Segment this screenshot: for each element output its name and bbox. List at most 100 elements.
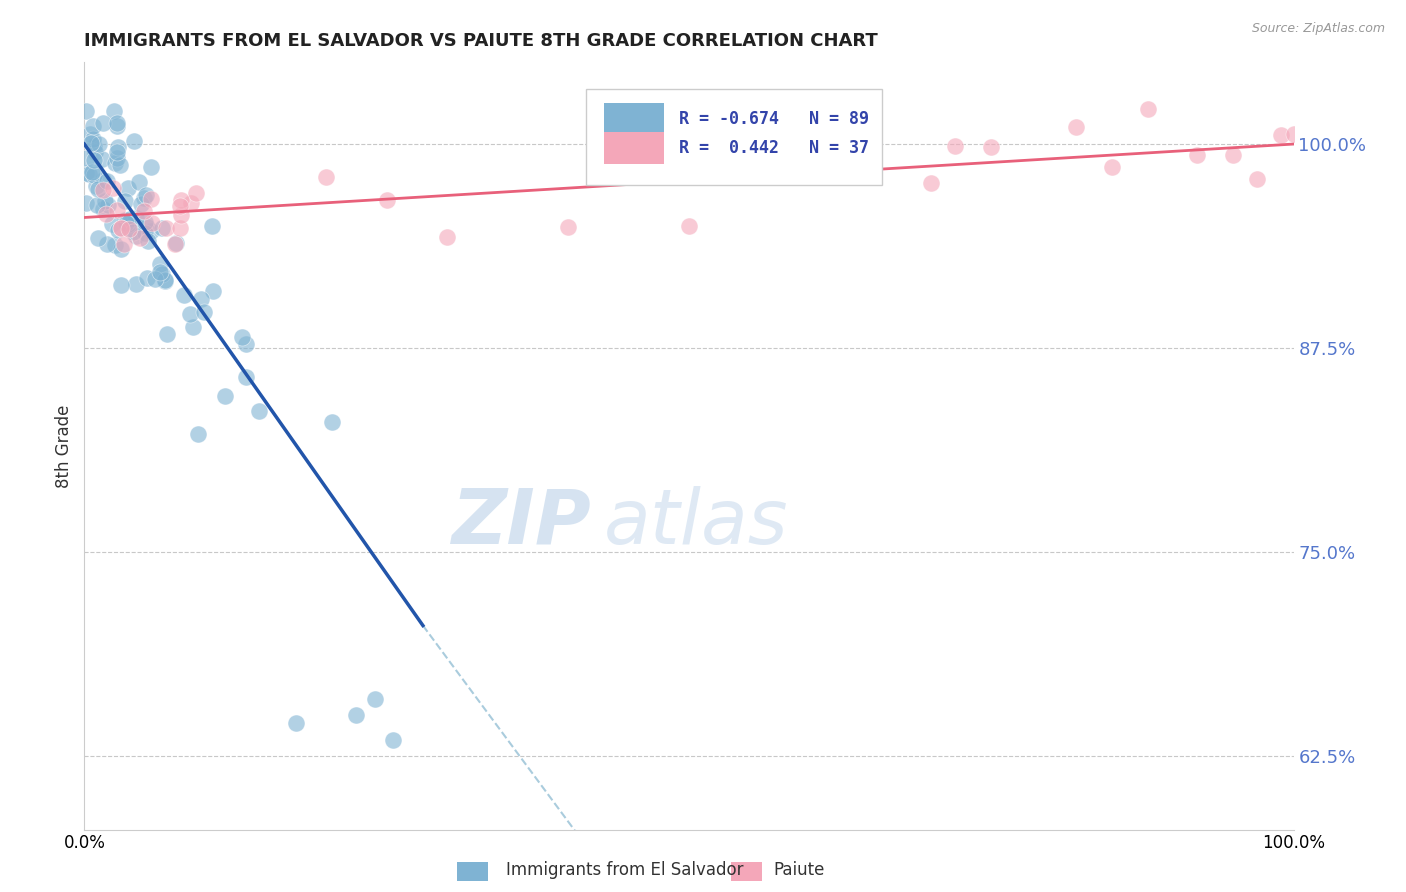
Point (87, 182, 110, 196)
Point (235, 337, 257, 351)
Point (156, 326, 179, 341)
Text: ZIP: ZIP (453, 486, 592, 559)
Point (141, 216, 163, 230)
Point (150, 267, 173, 281)
Text: R =  0.442   N = 37: R = 0.442 N = 37 (679, 139, 869, 157)
Point (169, 199, 191, 213)
Point (104, 238, 127, 252)
Point (557, 220, 579, 235)
Point (105, 152, 128, 166)
Point (103, 104, 125, 119)
Point (141, 160, 163, 174)
Point (321, 415, 343, 429)
FancyBboxPatch shape (605, 132, 664, 164)
Point (920, 177, 942, 191)
Y-axis label: 8th Grade: 8th Grade (55, 404, 73, 488)
Point (82, 164, 104, 178)
Point (107, 116, 129, 130)
Point (114, 213, 136, 227)
Point (193, 305, 215, 319)
Point (129, 197, 152, 211)
Point (980, 139, 1002, 153)
Text: IMMIGRANTS FROM EL SALVADOR VS PAIUTE 8TH GRADE CORRELATION CHART: IMMIGRANTS FROM EL SALVADOR VS PAIUTE 8T… (84, 32, 879, 50)
Point (163, 236, 186, 251)
Point (75, 195, 97, 210)
Point (86, 178, 108, 193)
Point (107, 223, 129, 237)
Point (80, 136, 103, 150)
Point (112, 236, 135, 251)
Point (118, 211, 141, 226)
Point (134, 191, 156, 205)
Point (235, 369, 257, 384)
Point (135, 219, 157, 234)
Point (143, 272, 166, 286)
Point (83, 153, 105, 167)
Point (1282, 127, 1305, 141)
Point (83, 168, 105, 182)
Point (249, 403, 271, 417)
Point (77, 167, 100, 181)
Point (104, 156, 127, 170)
Point (150, 221, 173, 235)
Point (76, 151, 98, 165)
Point (315, 170, 337, 185)
Point (91, 115, 114, 129)
Point (124, 211, 146, 226)
Point (1137, 102, 1160, 116)
Point (90, 153, 112, 167)
Point (101, 181, 124, 195)
Text: Source: ZipAtlas.com: Source: ZipAtlas.com (1251, 22, 1385, 36)
Point (134, 215, 156, 229)
Point (201, 284, 224, 298)
Point (114, 217, 136, 231)
Point (136, 271, 159, 285)
Point (136, 234, 159, 248)
Point (124, 277, 146, 291)
Point (943, 138, 966, 153)
Text: R = -0.674   N = 89: R = -0.674 N = 89 (679, 111, 869, 128)
Point (87, 230, 110, 244)
Point (82, 132, 104, 146)
Point (107, 145, 129, 159)
Point (139, 224, 162, 238)
Point (122, 225, 145, 239)
Point (436, 229, 458, 244)
Point (284, 716, 308, 731)
Point (114, 194, 136, 208)
Point (153, 274, 176, 288)
Point (128, 175, 150, 189)
Point (187, 427, 209, 442)
Point (91, 202, 114, 216)
Point (101, 217, 124, 231)
Point (363, 692, 385, 706)
Point (110, 242, 132, 256)
Point (96, 237, 118, 252)
Point (96, 174, 118, 188)
Point (110, 220, 132, 235)
Point (1064, 120, 1087, 134)
Point (381, 732, 404, 747)
Point (678, 219, 700, 233)
Text: Paiute: Paiute (773, 861, 825, 879)
FancyBboxPatch shape (605, 103, 664, 136)
Point (87, 136, 110, 151)
Point (165, 236, 187, 251)
Point (149, 264, 172, 278)
Point (183, 320, 205, 334)
Point (1270, 128, 1292, 142)
Point (153, 272, 176, 286)
Point (96, 207, 118, 221)
Point (346, 708, 368, 723)
Point (186, 186, 208, 201)
Point (134, 204, 156, 219)
Point (180, 196, 202, 211)
Point (141, 192, 163, 206)
Point (214, 389, 236, 403)
Point (110, 278, 132, 293)
Point (107, 140, 129, 154)
Point (97, 198, 120, 212)
Point (134, 226, 156, 240)
Text: Immigrants from El Salvador: Immigrants from El Salvador (506, 861, 744, 879)
FancyBboxPatch shape (586, 89, 883, 186)
